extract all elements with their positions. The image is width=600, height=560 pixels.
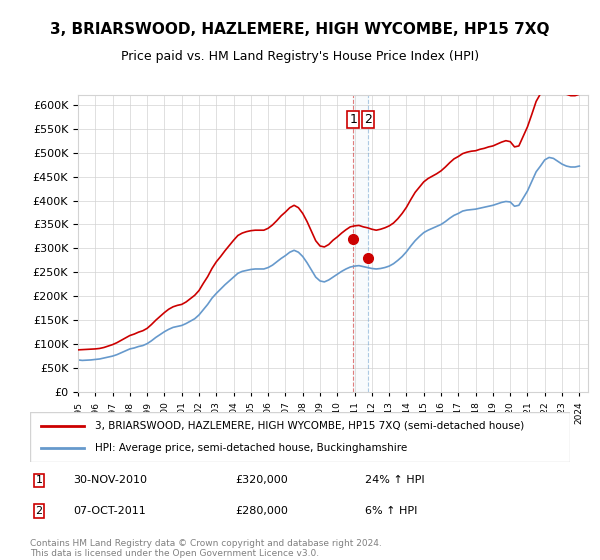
Text: £280,000: £280,000 bbox=[235, 506, 288, 516]
Text: £320,000: £320,000 bbox=[235, 475, 288, 485]
Bar bbox=[353, 95, 368, 392]
Text: 2: 2 bbox=[364, 113, 372, 125]
Text: Contains HM Land Registry data © Crown copyright and database right 2024.
This d: Contains HM Land Registry data © Crown c… bbox=[30, 539, 382, 558]
Text: 3, BRIARSWOOD, HAZLEMERE, HIGH WYCOMBE, HP15 7XQ (semi-detached house): 3, BRIARSWOOD, HAZLEMERE, HIGH WYCOMBE, … bbox=[95, 421, 524, 431]
Text: Price paid vs. HM Land Registry's House Price Index (HPI): Price paid vs. HM Land Registry's House … bbox=[121, 50, 479, 63]
Text: 6% ↑ HPI: 6% ↑ HPI bbox=[365, 506, 417, 516]
Text: 1: 1 bbox=[35, 475, 43, 485]
FancyBboxPatch shape bbox=[30, 412, 570, 462]
Text: 1: 1 bbox=[349, 113, 357, 125]
Text: 3, BRIARSWOOD, HAZLEMERE, HIGH WYCOMBE, HP15 7XQ: 3, BRIARSWOOD, HAZLEMERE, HIGH WYCOMBE, … bbox=[50, 22, 550, 38]
Text: 24% ↑ HPI: 24% ↑ HPI bbox=[365, 475, 424, 485]
Text: 07-OCT-2011: 07-OCT-2011 bbox=[73, 506, 146, 516]
Text: 2: 2 bbox=[35, 506, 43, 516]
Text: 30-NOV-2010: 30-NOV-2010 bbox=[73, 475, 147, 485]
Text: HPI: Average price, semi-detached house, Buckinghamshire: HPI: Average price, semi-detached house,… bbox=[95, 443, 407, 453]
